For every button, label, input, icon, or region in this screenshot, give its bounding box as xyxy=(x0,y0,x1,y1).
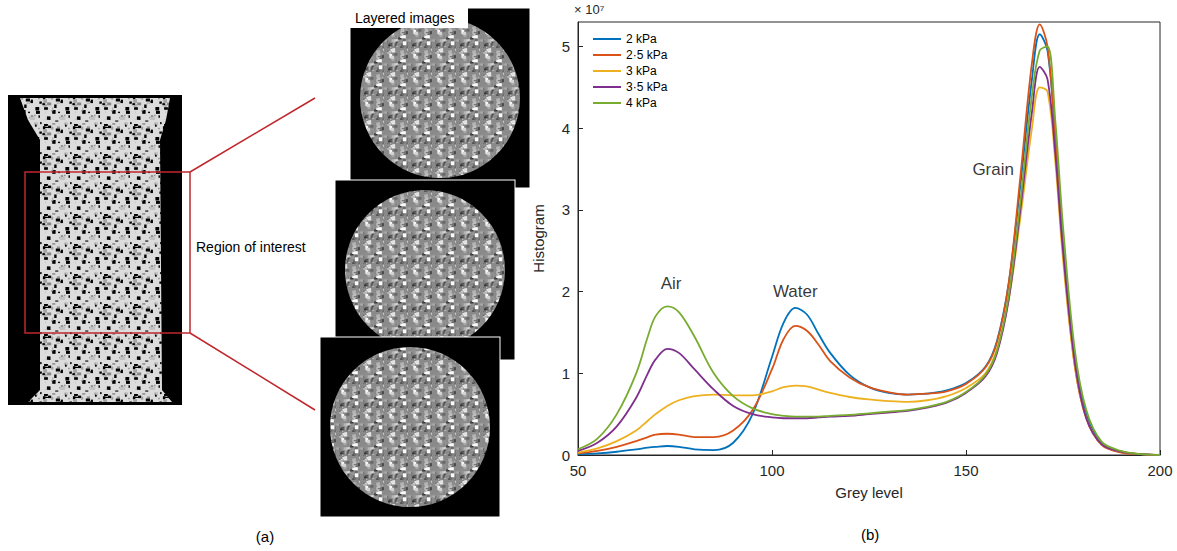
svg-text:3·5 kPa: 3·5 kPa xyxy=(626,80,668,94)
svg-text:(b): (b) xyxy=(861,526,879,543)
svg-text:× 10⁷: × 10⁷ xyxy=(574,2,605,17)
svg-text:Histogram: Histogram xyxy=(530,204,547,272)
svg-text:2: 2 xyxy=(562,283,570,300)
svg-text:3: 3 xyxy=(562,201,570,218)
svg-text:2 kPa: 2 kPa xyxy=(626,32,657,46)
svg-text:Grain: Grain xyxy=(972,160,1014,179)
svg-text:200: 200 xyxy=(1147,462,1172,479)
svg-text:1: 1 xyxy=(562,365,570,382)
svg-text:Layered images: Layered images xyxy=(355,10,455,26)
svg-text:Air: Air xyxy=(661,274,682,293)
svg-text:4 kPa: 4 kPa xyxy=(626,96,657,110)
svg-text:2·5 kPa: 2·5 kPa xyxy=(626,48,668,62)
svg-text:50: 50 xyxy=(570,462,587,479)
svg-text:Grey level: Grey level xyxy=(835,484,903,501)
svg-text:4: 4 xyxy=(562,120,570,137)
svg-text:5: 5 xyxy=(562,38,570,55)
svg-text:(a): (a) xyxy=(256,528,274,545)
svg-text:3 kPa: 3 kPa xyxy=(626,64,657,78)
svg-text:100: 100 xyxy=(759,462,784,479)
svg-text:0: 0 xyxy=(562,447,570,464)
svg-text:Water: Water xyxy=(773,282,818,301)
svg-text:Region of interest: Region of interest xyxy=(196,239,306,255)
svg-text:150: 150 xyxy=(953,462,978,479)
